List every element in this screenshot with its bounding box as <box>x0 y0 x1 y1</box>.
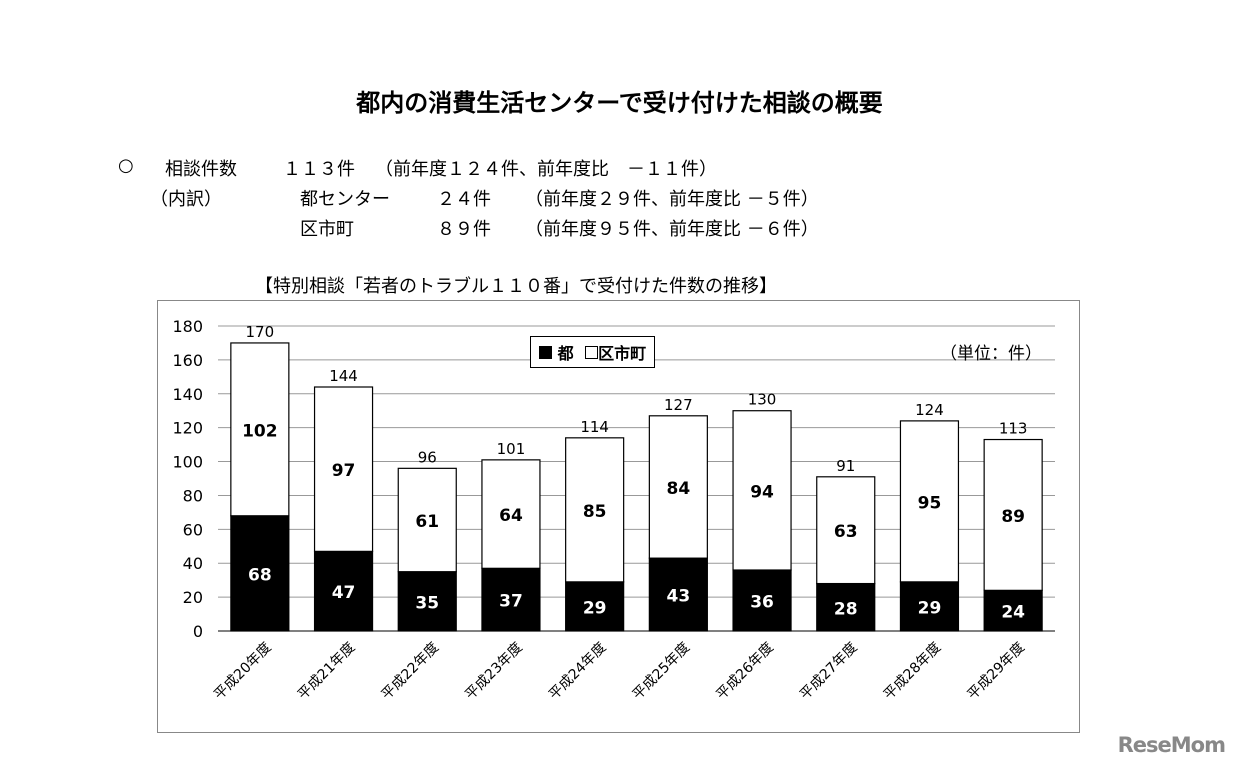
bar-to <box>648 557 708 632</box>
data-label: 102 <box>242 421 278 441</box>
y-tick-label: 20 <box>183 588 203 607</box>
bar-to <box>732 569 792 632</box>
bar-to <box>983 589 1043 632</box>
bar-ward <box>983 438 1043 591</box>
center-value: ２４件 <box>437 189 491 210</box>
unit-note: （単位：件） <box>940 344 1042 364</box>
bar-to <box>899 581 960 632</box>
x-tick-label: 平成23年度 <box>462 640 526 704</box>
total-label: 124 <box>915 401 944 419</box>
data-label: 64 <box>499 506 523 526</box>
data-label: 24 <box>1001 603 1025 623</box>
data-label: 43 <box>667 587 691 607</box>
x-tick-label: 平成22年度 <box>379 640 443 704</box>
y-tick-label: 120 <box>172 419 203 438</box>
data-label: 63 <box>834 522 858 542</box>
center-label: 都センター <box>300 189 390 210</box>
page-title: 都内の消費生活センターで受け付けた相談の概要 <box>356 89 883 117</box>
total-label: 相談件数 <box>165 159 237 180</box>
data-label: 97 <box>332 461 356 481</box>
data-label: 29 <box>918 598 942 618</box>
x-tick-label: 平成26年度 <box>713 640 777 704</box>
data-label: 94 <box>750 482 774 502</box>
total-label: 96 <box>418 448 437 466</box>
data-label: 28 <box>834 599 858 619</box>
bar-to <box>230 515 290 632</box>
total-label: 170 <box>246 323 275 341</box>
x-tick-label: 平成20年度 <box>211 640 275 704</box>
x-tick-label: 平成28年度 <box>881 640 945 704</box>
legend-label-to: 都 <box>557 344 574 363</box>
data-label: 35 <box>415 593 439 613</box>
y-tick-label: 40 <box>183 554 203 573</box>
x-tick-label: 平成21年度 <box>295 640 359 704</box>
y-tick-label: 160 <box>172 351 203 370</box>
data-label: 95 <box>918 493 942 513</box>
total-label: 101 <box>497 440 526 458</box>
y-tick-label: 140 <box>172 385 203 404</box>
bar-ward <box>648 415 708 559</box>
ward-label: 区市町 <box>300 219 354 240</box>
bar-to <box>816 582 876 632</box>
legend: 都 区市町 <box>530 336 656 368</box>
y-tick-label: 0 <box>193 622 203 641</box>
bar-ward <box>397 467 457 573</box>
total-value: １１３件 <box>283 159 355 180</box>
x-tick-label: 平成27年度 <box>797 640 861 704</box>
x-tick-label: 平成29年度 <box>964 640 1028 704</box>
y-tick-label: 60 <box>183 520 203 539</box>
chart-frame <box>157 300 1080 733</box>
bar-ward <box>481 459 541 569</box>
total-note: （前年度１２４件、前年度比 －１１件） <box>375 159 717 180</box>
x-tick-label: 平成24年度 <box>546 640 610 704</box>
breakdown-label: （内訳） <box>150 189 222 210</box>
data-label: 29 <box>583 598 607 618</box>
resemom-logo: ReseMom <box>1117 733 1226 757</box>
data-label: 37 <box>499 592 523 612</box>
chart-title: 【特別相談「若者のトラブル１１０番」で受付けた件数の推移】 <box>255 276 777 297</box>
bar-ward <box>816 476 876 585</box>
bar-ward <box>565 437 625 583</box>
bar-ward <box>230 342 290 517</box>
total-label: 127 <box>664 396 693 414</box>
y-tick-label: 80 <box>183 486 203 505</box>
y-tick-label: 100 <box>172 453 203 472</box>
center-note: （前年度２９件、前年度比 －５件） <box>525 189 819 210</box>
x-tick-label: 平成25年度 <box>630 640 694 704</box>
bullet: ○ <box>118 155 134 176</box>
total-label: 144 <box>329 367 358 385</box>
data-label: 84 <box>667 479 691 499</box>
bar-to <box>397 571 457 632</box>
data-label: 47 <box>332 583 356 603</box>
legend-label-ward: 区市町 <box>598 344 647 363</box>
bar-ward <box>313 386 374 552</box>
data-label: 68 <box>248 565 272 585</box>
data-label: 61 <box>415 512 439 532</box>
bar-ward <box>732 410 792 571</box>
legend-swatch-to <box>539 346 552 359</box>
bar-ward <box>899 420 960 583</box>
ward-note: （前年度９５件、前年度比 －６件） <box>525 219 819 240</box>
legend-swatch-ward <box>585 346 599 359</box>
data-label: 89 <box>1001 507 1025 527</box>
bar-to <box>565 581 625 632</box>
ward-value: ８９件 <box>437 219 491 240</box>
total-label: 114 <box>580 418 609 436</box>
data-label: 36 <box>750 593 774 613</box>
total-label: 91 <box>836 457 855 475</box>
total-label: 113 <box>999 420 1028 438</box>
total-label: 130 <box>748 391 777 409</box>
y-tick-label: 180 <box>172 317 203 336</box>
data-label: 85 <box>583 502 607 522</box>
